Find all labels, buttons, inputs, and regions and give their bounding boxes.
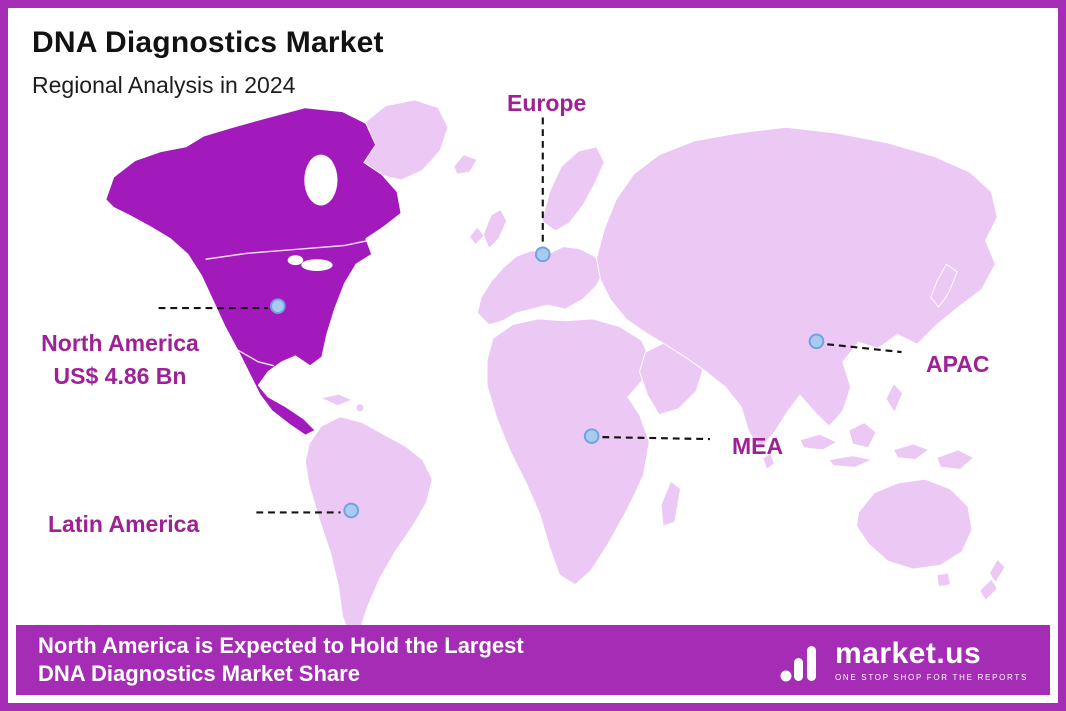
marketus-logo-tagline: ONE STOP SHOP FOR THE REPORTS	[834, 672, 1028, 682]
europe-marker-dot	[534, 246, 551, 263]
marketus-logo: market.us ONE STOP SHOP FOR THE REPORTS	[779, 637, 1028, 683]
callouts	[158, 117, 902, 519]
caribbean-island	[355, 403, 365, 413]
region-java	[828, 455, 874, 468]
header: DNA Diagnostics Market Regional Analysis…	[32, 26, 384, 99]
great-lakes-west	[287, 255, 304, 266]
region-japan	[930, 263, 958, 308]
map-label-mea: MEA	[732, 433, 784, 459]
north-america-label: North America	[41, 330, 199, 356]
region-new-zealand-north	[988, 558, 1006, 584]
region-borneo	[848, 421, 877, 449]
apac-callout-line	[827, 343, 902, 354]
region-new-guinea	[936, 449, 975, 470]
region-tasmania	[936, 572, 951, 588]
page-title: DNA Diagnostics Market	[32, 26, 384, 59]
region-sumatra	[799, 433, 839, 451]
world-map	[105, 99, 1006, 637]
page-subtitle: Regional Analysis in 2024	[32, 72, 296, 98]
latin-america-marker-dot	[343, 502, 360, 519]
continents	[105, 99, 1006, 637]
footer-headline-line1: North America is Expected to Hold the La…	[38, 632, 524, 658]
region-asia	[596, 126, 998, 449]
region-australia	[856, 478, 973, 570]
marketus-logo-icon	[780, 646, 816, 682]
us-canada-border	[205, 239, 368, 260]
region-philippines	[885, 382, 904, 414]
region-ireland	[468, 226, 485, 246]
marketus-logo-name: market.us	[834, 636, 982, 670]
region-scandinavia	[541, 146, 605, 232]
footer-headline: North America is Expected to Hold the La…	[38, 632, 524, 688]
map-label-latin-america: Latin America	[48, 511, 200, 537]
mea-callout-line	[602, 436, 710, 441]
map-label-europe: Europe	[507, 90, 587, 116]
region-africa	[486, 318, 652, 586]
map-label-apac: APAC	[926, 351, 990, 377]
region-new-zealand-south	[979, 578, 998, 602]
mea-marker-dot	[583, 428, 600, 444]
footer-headline-line2: DNA Diagnostics Market Share	[38, 661, 360, 686]
map-label-north-america: North America US$ 4.86 Bn	[16, 330, 224, 390]
north-america-value: US$ 4.86 Bn	[53, 363, 187, 389]
region-south-america	[304, 416, 433, 637]
north-america-marker-dot	[270, 298, 286, 314]
marketus-logo-text-block: market.us ONE STOP SHOP FOR THE REPORTS	[834, 636, 1028, 682]
footer-banner: North America is Expected to Hold the La…	[16, 625, 1050, 695]
region-iceland	[453, 154, 479, 175]
hudson-bay	[304, 154, 338, 206]
region-caribbean	[319, 393, 354, 407]
us-mexico-border	[237, 349, 275, 367]
region-sri-lanka	[762, 453, 776, 471]
region-sulawesi	[892, 443, 930, 461]
region-madagascar	[660, 480, 682, 527]
great-lakes	[301, 259, 333, 271]
region-uk	[482, 208, 508, 250]
apac-marker-dot	[808, 333, 825, 350]
